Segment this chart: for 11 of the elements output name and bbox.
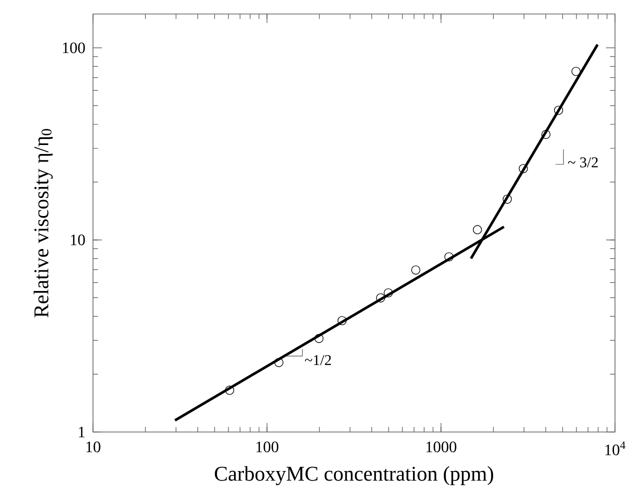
y-tick-label: 100 (62, 42, 85, 54)
y-tick-label: 1 (78, 426, 85, 438)
annotation: ~ 3/2 (568, 157, 598, 168)
x-tick-label: 1000 (426, 442, 456, 452)
x-tick-label: 10$^{4}$ (605, 442, 626, 456)
x-axis-title: CarboxyMC concentration (ppm) (214, 466, 494, 486)
x-tick-label: 100 (256, 442, 278, 452)
x-tick-label: 10 (86, 442, 100, 452)
annotation: ~1/2 (304, 355, 331, 366)
y-tick-label: 10 (70, 234, 85, 246)
y-axis-title: Relative viscosity η/η$_{0}$ (34, 129, 53, 318)
